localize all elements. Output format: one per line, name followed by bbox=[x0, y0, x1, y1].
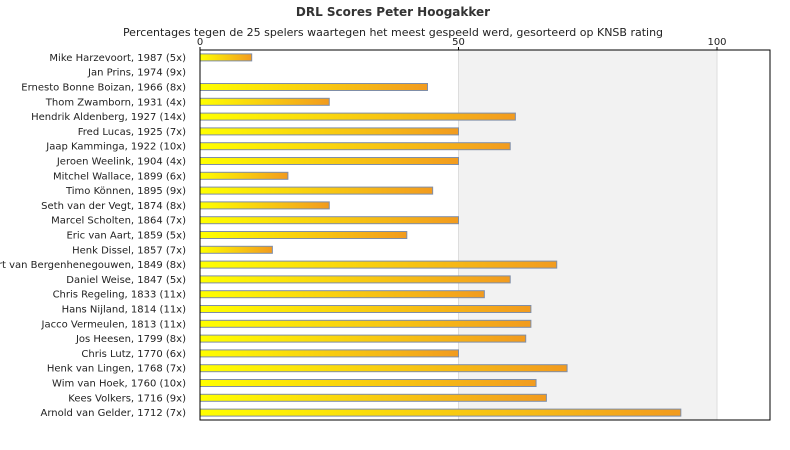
bar bbox=[199, 305, 532, 313]
category-label: Eric van Aart, 1859 (5x) bbox=[66, 231, 186, 242]
category-label: Chris Lutz, 1770 (6x) bbox=[81, 349, 186, 360]
bar bbox=[199, 275, 511, 284]
bar bbox=[199, 157, 459, 165]
bar bbox=[199, 216, 459, 225]
chart-title: DRL Scores Peter Hoogakker bbox=[296, 5, 490, 19]
category-label: Fred Lucas, 1925 (7x) bbox=[78, 127, 186, 138]
bar bbox=[199, 201, 330, 210]
chart-subtitle: Percentages tegen de 25 spelers waartege… bbox=[123, 26, 663, 39]
category-label: Jaap Kamminga, 1922 (10x) bbox=[45, 142, 186, 153]
category-label: Chris Regeling, 1833 (11x) bbox=[53, 290, 187, 301]
bar bbox=[199, 83, 428, 91]
category-label: Jan Prins, 1974 (9x) bbox=[87, 68, 186, 79]
category-label: Marcel Scholten, 1864 (7x) bbox=[51, 216, 186, 227]
bar bbox=[199, 364, 568, 373]
bar bbox=[199, 171, 289, 180]
tick-label: 0 bbox=[197, 37, 203, 48]
tick-label: 100 bbox=[707, 37, 726, 48]
category-label: Arnold van Gelder, 1712 (7x) bbox=[41, 408, 187, 419]
category-label: Mitchel Wallace, 1899 (6x) bbox=[53, 171, 186, 182]
category-label: Jos Heesen, 1799 (8x) bbox=[75, 334, 186, 345]
category-label: Timo Können, 1895 (9x) bbox=[65, 186, 186, 197]
tick-label: 50 bbox=[452, 37, 465, 48]
category-label: Jeroen Weelink, 1904 (4x) bbox=[56, 157, 186, 168]
category-label: Wim van Hoek, 1760 (10x) bbox=[52, 379, 186, 390]
category-label: Hendrik Aldenberg, 1927 (14x) bbox=[31, 112, 186, 123]
bar bbox=[199, 319, 532, 328]
category-label: Henk Dissel, 1857 (7x) bbox=[72, 245, 186, 256]
category-label: Thom Zwamborn, 1931 (4x) bbox=[45, 97, 186, 108]
category-label: Jacco Vermeulen, 1813 (11x) bbox=[41, 319, 187, 330]
bar bbox=[199, 260, 558, 269]
bar bbox=[199, 334, 527, 343]
bar bbox=[199, 231, 408, 239]
category-label: Kees Volkers, 1716 (9x) bbox=[68, 393, 186, 404]
bar bbox=[199, 112, 516, 121]
bar bbox=[199, 186, 434, 195]
category-label: Seth van der Vegt, 1874 (8x) bbox=[41, 201, 186, 212]
bar bbox=[199, 290, 485, 299]
grid-band bbox=[458, 50, 717, 420]
bar bbox=[199, 379, 537, 387]
category-label: Daniel Weise, 1847 (5x) bbox=[66, 275, 186, 286]
plot-frame bbox=[199, 49, 771, 421]
category-label: Hans Nijland, 1814 (11x) bbox=[62, 305, 187, 316]
bar bbox=[199, 97, 330, 106]
bar bbox=[199, 408, 682, 417]
category-label: Mike Harzevoort, 1987 (5x) bbox=[49, 53, 186, 64]
bar bbox=[199, 393, 547, 402]
bar bbox=[199, 245, 273, 254]
bar bbox=[199, 53, 253, 62]
bar bbox=[199, 349, 459, 358]
category-label: Bart van Bergenhenegouwen, 1849 (8x) bbox=[0, 260, 186, 271]
plot-area: Mike Harzevoort, 1987 (5x) Jan Prins, 197… bbox=[0, 37, 771, 421]
category-label: Ernesto Bonne Boizan, 1966 (8x) bbox=[21, 83, 186, 94]
bar bbox=[199, 142, 511, 151]
bar bbox=[199, 127, 459, 136]
category-label: Henk van Lingen, 1768 (7x) bbox=[47, 364, 186, 375]
